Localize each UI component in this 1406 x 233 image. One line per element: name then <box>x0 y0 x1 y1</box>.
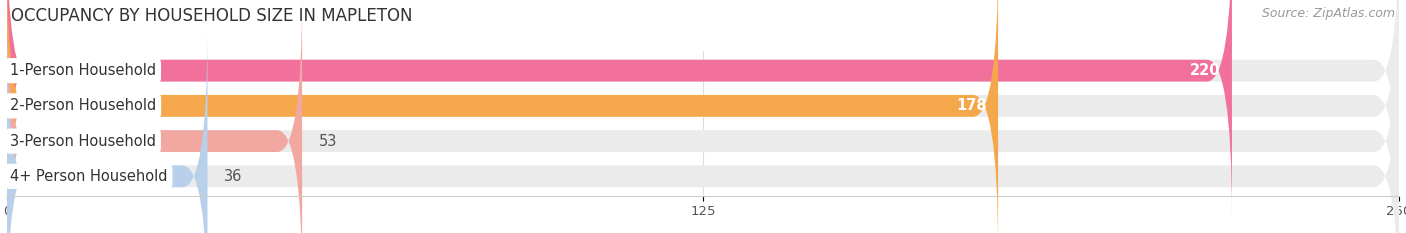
Text: OCCUPANCY BY HOUSEHOLD SIZE IN MAPLETON: OCCUPANCY BY HOUSEHOLD SIZE IN MAPLETON <box>11 7 413 25</box>
Text: 36: 36 <box>224 169 243 184</box>
Text: 220: 220 <box>1191 63 1220 78</box>
FancyBboxPatch shape <box>7 0 998 233</box>
FancyBboxPatch shape <box>7 0 1399 233</box>
Text: Source: ZipAtlas.com: Source: ZipAtlas.com <box>1261 7 1395 20</box>
FancyBboxPatch shape <box>7 0 1232 218</box>
Text: 2-Person Household: 2-Person Household <box>10 98 156 113</box>
Text: 1-Person Household: 1-Person Household <box>10 63 156 78</box>
Text: 3-Person Household: 3-Person Household <box>10 134 156 149</box>
FancyBboxPatch shape <box>7 0 302 233</box>
FancyBboxPatch shape <box>7 0 1399 218</box>
Text: 178: 178 <box>956 98 987 113</box>
FancyBboxPatch shape <box>7 29 208 233</box>
FancyBboxPatch shape <box>7 0 1399 233</box>
FancyBboxPatch shape <box>7 29 1399 233</box>
Text: 4+ Person Household: 4+ Person Household <box>10 169 167 184</box>
Text: 53: 53 <box>319 134 337 149</box>
